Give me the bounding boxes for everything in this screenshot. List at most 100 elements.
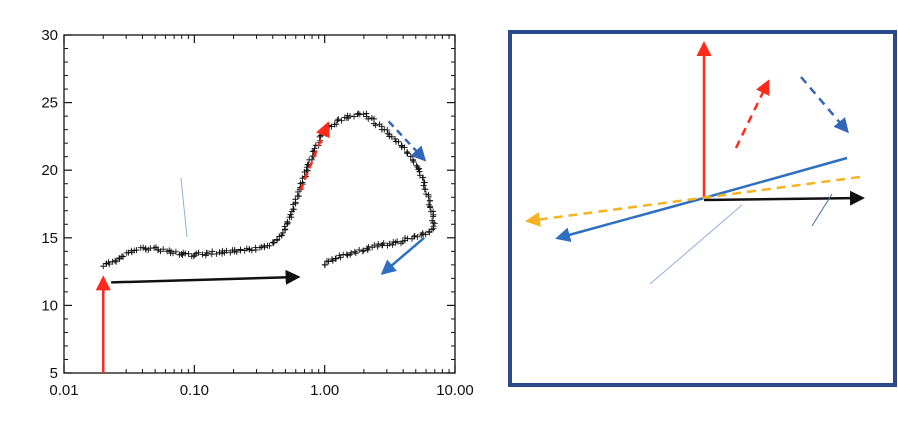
data-point (340, 251, 347, 258)
data-point (374, 243, 381, 250)
left-plot: 0.01 0.10 1.00 10.00 5 10 15 20 25 30 (41, 27, 474, 399)
y-tick-label: 25 (41, 95, 58, 112)
data-point (120, 253, 127, 260)
data-point (248, 247, 255, 254)
data-point (425, 201, 432, 208)
data-point (133, 247, 140, 254)
data-point (209, 248, 216, 255)
data-point (425, 193, 432, 200)
data-point (195, 249, 202, 256)
data-point (112, 257, 119, 264)
annotation-leader-line (180, 177, 188, 238)
x-tick-label: 10.00 (436, 382, 474, 399)
data-point (321, 261, 328, 268)
data-point (261, 244, 268, 251)
data-point (389, 241, 396, 248)
data-point (292, 196, 299, 203)
data-point (411, 232, 418, 239)
data-point (100, 263, 107, 270)
trend-arrow (111, 269, 301, 285)
data-point (423, 191, 430, 198)
data-point (415, 165, 422, 172)
data-point (273, 237, 280, 244)
y-tick-label: 10 (41, 297, 58, 314)
data-point (378, 241, 385, 248)
data-point (427, 204, 434, 211)
data-point (431, 220, 438, 227)
data-point (344, 252, 351, 259)
data-point (172, 248, 179, 255)
data-point (213, 250, 220, 257)
equilibrium-cooling-arrow (555, 196, 705, 243)
data-point (360, 111, 367, 118)
data-point (106, 261, 113, 268)
data-point (295, 193, 302, 200)
y-tick-label: 30 (41, 27, 58, 44)
ablation-line (703, 156, 848, 200)
right-diagram (508, 30, 897, 387)
data-point (390, 238, 397, 245)
data-point (333, 121, 340, 128)
data-point (404, 150, 411, 157)
data-point (284, 219, 291, 226)
data-point (384, 126, 391, 133)
plot-frame (63, 34, 456, 374)
data-point (170, 250, 177, 257)
data-point (284, 218, 291, 225)
data-point (398, 142, 405, 149)
trend-arrow (380, 236, 425, 275)
data-point (160, 246, 167, 253)
adiabatic-shrinkage-arrow (703, 190, 865, 206)
data-point (379, 242, 386, 249)
data-point (266, 242, 273, 249)
data-point (427, 197, 434, 204)
data-point (356, 246, 363, 253)
x-tick-label: 0.01 (49, 382, 78, 399)
equilibrium-input-arrow (525, 175, 861, 227)
data-point (199, 251, 206, 258)
data-point (422, 186, 429, 193)
data-point (420, 182, 427, 189)
equilibrium-input-leader (649, 204, 743, 285)
data-point (416, 168, 423, 175)
data-point (288, 214, 295, 221)
ablation-arrow (734, 79, 770, 149)
data-point (388, 133, 395, 140)
data-point (369, 244, 376, 251)
trend-arrow (387, 120, 427, 162)
data-point (316, 133, 323, 140)
data-point (375, 240, 382, 247)
data-point (384, 130, 391, 137)
data-point (336, 252, 343, 259)
x-tick-label: 0.10 (180, 382, 209, 399)
data-point (279, 229, 286, 236)
data-point (118, 253, 125, 260)
data-point (421, 179, 428, 186)
data-point (365, 115, 372, 122)
data-point (430, 213, 437, 220)
data-point (420, 174, 427, 181)
data-point (185, 250, 192, 257)
data-point (335, 116, 342, 123)
data-point (413, 162, 420, 169)
data-point (418, 232, 425, 239)
data-point (287, 211, 294, 218)
y-tick-label: 20 (41, 162, 58, 179)
data-point (113, 258, 120, 265)
data-points (100, 110, 438, 270)
data-point (398, 240, 405, 247)
data-point (304, 167, 311, 174)
diagram-frame (508, 30, 897, 387)
data-point (351, 248, 358, 255)
data-point (338, 117, 345, 124)
y-tick-label: 5 (50, 365, 58, 382)
data-point (328, 256, 335, 263)
data-point (359, 248, 366, 255)
data-point (323, 258, 330, 265)
data-point (233, 249, 240, 256)
x-tick-label: 1.00 (310, 382, 339, 399)
data-point (395, 138, 402, 145)
data-point (426, 228, 433, 235)
data-point (360, 247, 367, 254)
